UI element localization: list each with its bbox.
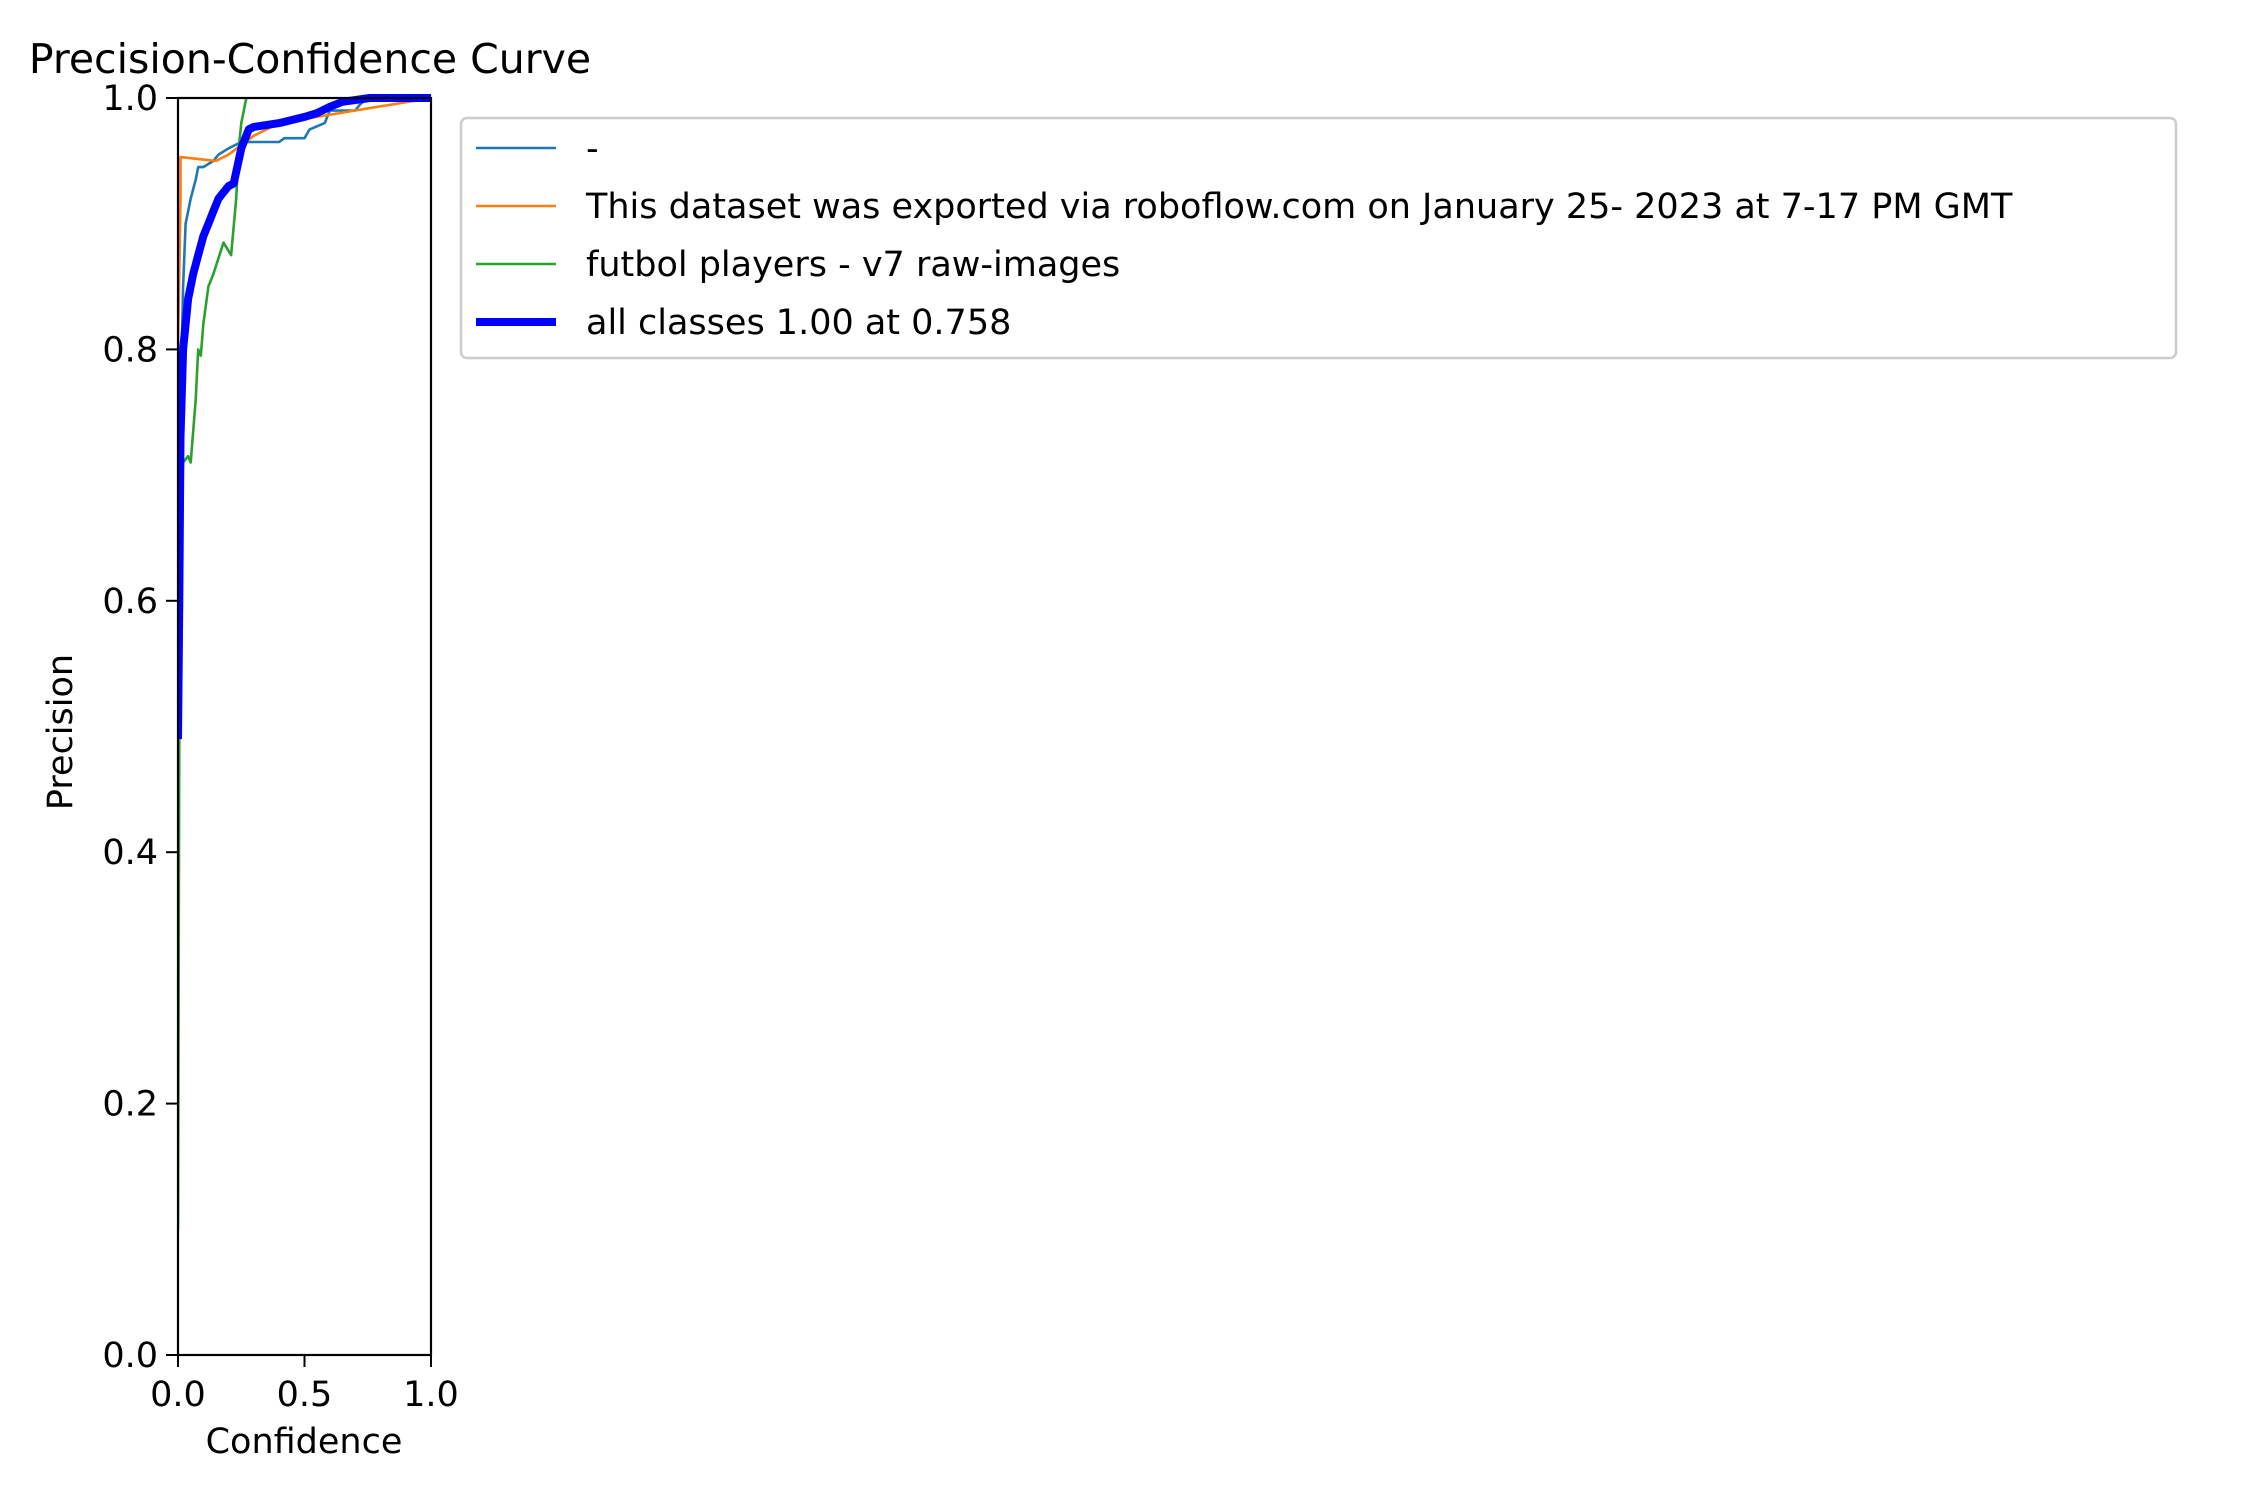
y-axis: 0.0 0.2 0.4 0.6 0.8 1.0 <box>102 79 178 1376</box>
x-axis-label: Confidence <box>206 1422 403 1462</box>
y-axis-label: Precision <box>41 654 81 810</box>
y-tick-label: 0.0 <box>102 1336 158 1376</box>
legend-label-2: This dataset was exported via roboflow.c… <box>585 187 2013 227</box>
series-line-1 <box>178 96 431 978</box>
series-line-4 <box>178 94 431 740</box>
x-axis: 0.0 0.5 1.0 <box>150 1355 459 1415</box>
x-tick-label: 0.5 <box>277 1375 333 1415</box>
x-tick-label: 1.0 <box>403 1375 459 1415</box>
legend-label-1: - <box>586 129 599 169</box>
chart-title: Precision-Confidence Curve <box>29 35 591 83</box>
y-tick-label: 0.8 <box>102 330 158 370</box>
y-tick-label: 0.6 <box>102 582 158 622</box>
legend-frame <box>459 116 2178 360</box>
y-tick-label: 1.0 <box>102 79 158 119</box>
plot-area <box>176 94 433 1357</box>
plot-frame <box>176 96 433 1357</box>
y-tick-label: 0.2 <box>102 1085 158 1125</box>
y-tick-label: 0.4 <box>102 833 158 873</box>
legend-label-3: futbol players - v7 raw-images <box>586 245 1120 285</box>
series-line-3 <box>178 97 248 1230</box>
legend-label-4: all classes 1.00 at 0.758 <box>586 303 1011 343</box>
legend: - This dataset was exported via roboflow.… <box>459 116 2178 360</box>
x-tick-label: 0.0 <box>150 1375 206 1415</box>
